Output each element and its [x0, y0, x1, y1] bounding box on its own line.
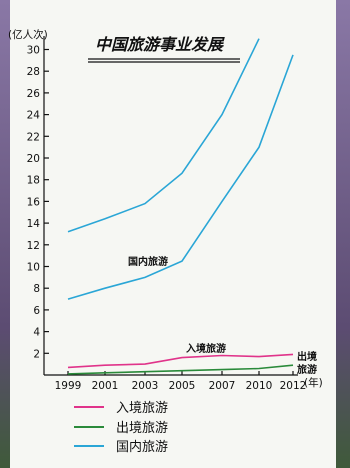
- series-line-domestic-upper: [67, 38, 260, 233]
- y-tick-label-16: 16: [27, 196, 41, 208]
- y-tick-label-18: 18: [27, 175, 40, 187]
- y-tick-label-10: 10: [27, 262, 40, 274]
- y-tick-label-6: 6: [33, 305, 40, 317]
- chart-panel: [10, 0, 336, 468]
- legend-label-0: 入境旅游: [116, 401, 168, 416]
- y-tick-label-20: 20: [27, 153, 40, 165]
- y-tick-label-4: 4: [33, 327, 40, 339]
- x-tick-label-2001: 2001: [92, 380, 119, 392]
- legend-label-1: 出境旅游: [116, 421, 168, 436]
- x-tick-label-2010: 2010: [246, 380, 273, 392]
- x-tick-label-2003: 2003: [132, 380, 159, 392]
- series-line-2: [67, 54, 294, 300]
- x-tick-label-2007: 2007: [209, 380, 236, 392]
- y-tick-label-30: 30: [27, 45, 40, 57]
- x-unit-label: (年): [304, 376, 323, 389]
- y-tick-label-26: 26: [27, 88, 41, 100]
- x-tick-label-2012: 2012: [280, 380, 307, 392]
- y-tick-label-24: 24: [27, 110, 41, 122]
- series-line-0: [67, 353, 294, 369]
- y-tick-label-12: 12: [27, 240, 40, 252]
- annotation-domestic: 国内旅游: [128, 255, 168, 268]
- annotation-outbound-1: 出境: [297, 350, 317, 363]
- annotation-outbound-2: 旅游: [297, 363, 317, 376]
- y-tick-label-14: 14: [27, 218, 41, 230]
- left-border: [0, 0, 10, 468]
- y-tick-label-2: 2: [33, 348, 40, 360]
- chart-title: 中国旅游事业发展: [95, 35, 225, 54]
- series-line-1: [67, 364, 294, 375]
- x-tick-label-1999: 1999: [55, 380, 82, 392]
- x-tick-label-2005: 2005: [169, 380, 196, 392]
- legend-label-2: 国内旅游: [116, 439, 168, 455]
- y-tick-label-22: 22: [27, 131, 40, 143]
- y-unit-label: (亿人次): [8, 28, 48, 41]
- right-border: [336, 0, 350, 468]
- y-tick-label-28: 28: [27, 66, 40, 78]
- y-tick-label-8: 8: [33, 283, 40, 295]
- annotation-inbound: 入境旅游: [186, 342, 226, 355]
